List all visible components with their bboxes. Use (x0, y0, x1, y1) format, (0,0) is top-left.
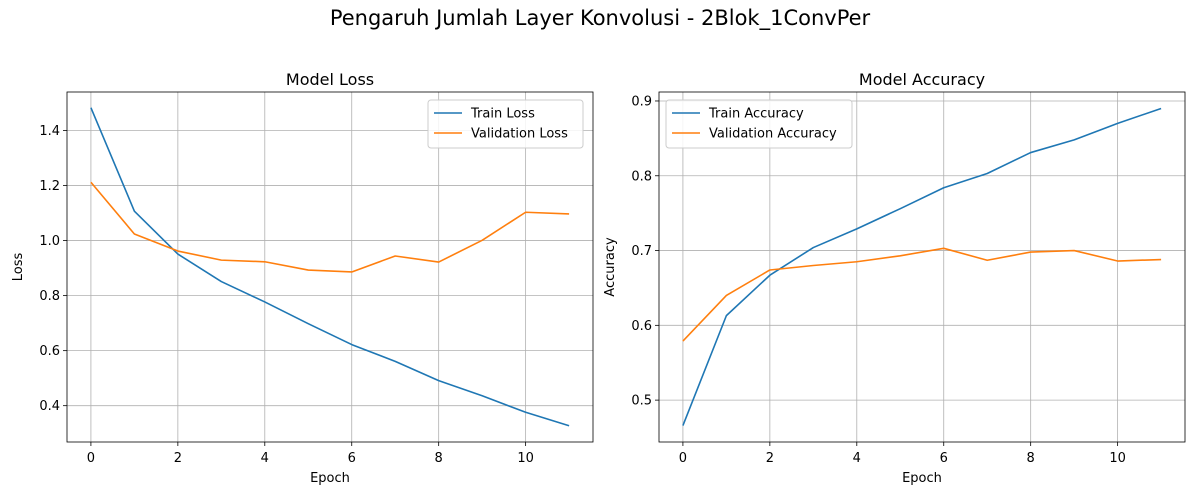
x-tick-label: 10 (1109, 451, 1126, 466)
accuracy-chart: 0 2 4 6 8 10 0.5 0.6 0.7 0.8 0.9 Model Accuracy Epoc… (603, 70, 1186, 486)
y-tick-label: 0.4 (39, 399, 60, 414)
series-line-validation (90, 181, 570, 273)
y-tick-label: 0.6 (39, 344, 60, 359)
legend-label: Train Loss (470, 107, 535, 122)
grid (659, 92, 1185, 442)
plot-frame (658, 91, 1186, 443)
grid (67, 92, 593, 442)
legend: Train Accuracy Validation Accuracy (665, 99, 853, 149)
x-tick-label: 4 (853, 451, 861, 466)
y-tick-label: 0.8 (631, 169, 652, 184)
series-line-validation (682, 247, 1162, 342)
y-tick-label: 0.5 (631, 394, 652, 409)
y-tick-label: 1.4 (39, 124, 60, 139)
x-tick-label: 2 (174, 451, 182, 466)
y-tick-label: 0.6 (631, 319, 652, 334)
x-axis-label: Epoch (310, 471, 350, 486)
y-axis-label: Loss (11, 253, 26, 282)
y-tick-label: 0.8 (39, 289, 60, 304)
chart-title: Model Accuracy (859, 70, 985, 89)
series-line-train (682, 107, 1162, 426)
loss-chart: 0 2 4 6 8 10 0.4 0.6 0.8 1.0 1.2 1.4 Model Loss Epoch… (11, 70, 594, 486)
x-tick-label: 6 (348, 451, 356, 466)
legend-label: Validation Loss (471, 127, 568, 142)
y-tick-label: 0.9 (631, 94, 652, 109)
y-tick-label: 0.7 (631, 244, 652, 259)
x-tick-label: 2 (766, 451, 774, 466)
x-tick-label: 4 (261, 451, 269, 466)
legend-box (427, 99, 584, 149)
chart-title: Model Loss (286, 70, 374, 89)
legend-label: Train Accuracy (708, 107, 804, 122)
x-tick-label: 0 (679, 451, 687, 466)
y-tick-label: 1.2 (39, 179, 60, 194)
plot-frame (66, 91, 594, 443)
series-line-train (90, 107, 570, 427)
x-tick-label: 6 (940, 451, 948, 466)
legend-label: Validation Accuracy (709, 127, 837, 142)
x-tick-label: 8 (435, 451, 443, 466)
y-axis-label: Accuracy (603, 237, 618, 297)
x-tick-label: 8 (1027, 451, 1035, 466)
x-axis-label: Epoch (902, 471, 942, 486)
x-tick-label: 10 (517, 451, 534, 466)
legend-box (665, 99, 853, 149)
y-tick-label: 1.0 (39, 234, 60, 249)
figure-title: Pengaruh Jumlah Layer Konvolusi - 2Blok_… (329, 6, 871, 30)
x-tick-label: 0 (87, 451, 95, 466)
legend: Train Loss Validation Loss (427, 99, 584, 149)
